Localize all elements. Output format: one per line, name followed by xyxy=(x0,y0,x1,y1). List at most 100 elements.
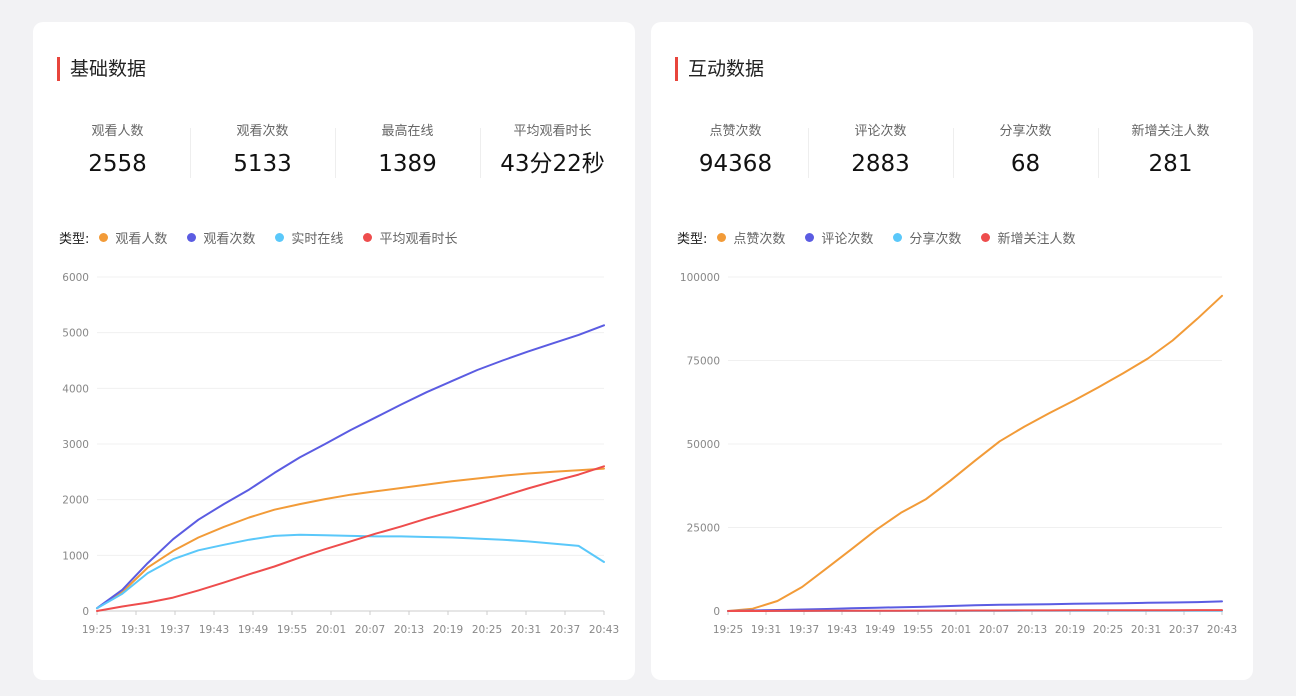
legend-item-views[interactable]: 观看次数 xyxy=(187,228,255,247)
stat-label: 新增关注人数 xyxy=(1131,124,1210,139)
legend-dot xyxy=(717,232,727,242)
x-tick-label: 19:49 xyxy=(865,624,895,636)
stat-label: 最高在线 xyxy=(381,124,434,139)
legend-label: 实时在线 xyxy=(291,231,344,247)
legend-item-comments[interactable]: 评论次数 xyxy=(805,228,873,247)
card-title: 互动数据 xyxy=(675,57,764,81)
chart-legend: 类型: 点赞次数 评论次数 分享次数 新增关注人数 xyxy=(677,227,1095,247)
x-tick-label: 20:37 xyxy=(550,624,580,636)
y-tick-label: 4000 xyxy=(62,383,89,395)
card-title: 基础数据 xyxy=(57,57,146,81)
y-tick-label: 100000 xyxy=(680,272,720,284)
x-tick-label: 19:49 xyxy=(238,624,268,636)
stat-peak-online: 最高在线 1389 xyxy=(335,122,480,178)
legend-dot xyxy=(805,232,815,242)
legend-dot xyxy=(187,232,197,242)
legend-dot xyxy=(893,232,903,242)
legend-dot xyxy=(363,232,373,242)
legend-label: 平均观看时长 xyxy=(379,231,458,247)
legend-label: 观看次数 xyxy=(203,231,256,247)
x-tick-label: 20:31 xyxy=(1131,624,1161,636)
series-line-0 xyxy=(96,467,605,610)
y-tick-label: 1000 xyxy=(62,550,89,562)
stat-value: 94368 xyxy=(698,151,773,177)
x-tick-label: 20:37 xyxy=(1169,624,1199,636)
stat-label: 平均观看时长 xyxy=(513,124,592,139)
stat-value: 2558 xyxy=(88,151,147,177)
x-tick-label: 19:37 xyxy=(160,624,190,636)
y-tick-label: 3000 xyxy=(62,439,89,451)
legend-dot xyxy=(275,232,285,242)
stat-likes: 点赞次数 94368 xyxy=(663,122,808,178)
stat-viewers: 观看人数 2558 xyxy=(45,122,190,178)
y-tick-label: 6000 xyxy=(62,272,89,284)
x-tick-label: 19:31 xyxy=(121,624,151,636)
series-line-1 xyxy=(727,600,1223,612)
series-line-3 xyxy=(96,465,605,612)
x-tick-label: 20:13 xyxy=(394,624,424,636)
stat-value: 1389 xyxy=(378,151,437,177)
stat-value: 2883 xyxy=(851,151,910,177)
y-tick-label: 0 xyxy=(82,606,89,618)
y-tick-label: 5000 xyxy=(62,328,89,340)
legend-prefix: 类型: xyxy=(59,231,90,247)
x-tick-label: 19:43 xyxy=(199,624,229,636)
series-line-3 xyxy=(727,609,1223,612)
x-tick-label: 20:07 xyxy=(355,624,385,636)
y-tick-label: 75000 xyxy=(687,356,720,368)
legend-item-likes[interactable]: 点赞次数 xyxy=(717,228,785,247)
legend-item-online[interactable]: 实时在线 xyxy=(275,228,343,247)
stat-value: 68 xyxy=(1010,151,1041,177)
stat-value: 5133 xyxy=(233,151,292,177)
x-tick-label: 20:25 xyxy=(472,624,502,636)
series-line-1 xyxy=(96,324,605,610)
stat-label: 点赞次数 xyxy=(709,124,762,139)
stat-comments: 评论次数 2883 xyxy=(808,122,953,178)
legend-item-new-followers[interactable]: 新增关注人数 xyxy=(981,228,1075,247)
interaction-data-card: 互动数据 点赞次数 94368 评论次数 2883 分享次数 68 新增关注人数… xyxy=(651,22,1253,680)
x-tick-label: 20:43 xyxy=(589,624,619,636)
basic-data-card: 基础数据 观看人数 2558 观看次数 5133 最高在线 1389 平均观看时… xyxy=(33,22,635,680)
x-tick-label: 20:25 xyxy=(1093,624,1123,636)
x-tick-label: 20:07 xyxy=(979,624,1009,636)
x-tick-label: 20:13 xyxy=(1017,624,1047,636)
stats-row: 观看人数 2558 观看次数 5133 最高在线 1389 平均观看时长 43分… xyxy=(45,122,625,178)
x-tick-label: 20:19 xyxy=(1055,624,1085,636)
stat-value: 281 xyxy=(1148,151,1193,177)
x-tick-label: 19:25 xyxy=(713,624,743,636)
legend-dot xyxy=(981,232,991,242)
stat-label: 观看人数 xyxy=(91,124,144,139)
legend-dot xyxy=(99,232,109,242)
stats-row: 点赞次数 94368 评论次数 2883 分享次数 68 新增关注人数 281 xyxy=(663,122,1243,178)
legend-label: 分享次数 xyxy=(909,231,962,247)
legend-item-shares[interactable]: 分享次数 xyxy=(893,228,961,247)
stat-new-followers: 新增关注人数 281 xyxy=(1098,122,1243,178)
stat-views: 观看次数 5133 xyxy=(190,122,335,178)
y-tick-label: 25000 xyxy=(687,523,720,535)
stat-shares: 分享次数 68 xyxy=(953,122,1098,178)
y-tick-label: 2000 xyxy=(62,495,89,507)
chart-legend: 类型: 观看人数 观看次数 实时在线 平均观看时长 xyxy=(59,227,477,247)
stat-value: 43分22秒 xyxy=(500,151,605,177)
x-tick-label: 20:43 xyxy=(1207,624,1237,636)
x-tick-label: 19:55 xyxy=(903,624,933,636)
x-tick-label: 20:01 xyxy=(316,624,346,636)
legend-item-viewers[interactable]: 观看人数 xyxy=(99,228,167,247)
x-tick-label: 20:19 xyxy=(433,624,463,636)
legend-label: 观看人数 xyxy=(115,231,168,247)
series-line-0 xyxy=(727,294,1223,612)
basic-line-chart: 0 1000 2000 3000 4000 5000 6000 19:25 19:31 19:37… xyxy=(62,272,619,636)
x-tick-label: 19:31 xyxy=(751,624,781,636)
legend-label: 新增关注人数 xyxy=(997,231,1076,247)
x-tick-label: 19:55 xyxy=(277,624,307,636)
x-tick-label: 20:31 xyxy=(511,624,541,636)
legend-prefix: 类型: xyxy=(677,231,708,247)
legend-label: 点赞次数 xyxy=(733,231,786,247)
legend-item-avg-duration[interactable]: 平均观看时长 xyxy=(363,228,457,247)
x-tick-label: 20:01 xyxy=(941,624,971,636)
stat-label: 分享次数 xyxy=(999,124,1052,139)
y-tick-label: 0 xyxy=(713,606,720,618)
legend-label: 评论次数 xyxy=(821,231,874,247)
series-line-2 xyxy=(96,533,605,610)
stat-avg-duration: 平均观看时长 43分22秒 xyxy=(480,122,625,178)
